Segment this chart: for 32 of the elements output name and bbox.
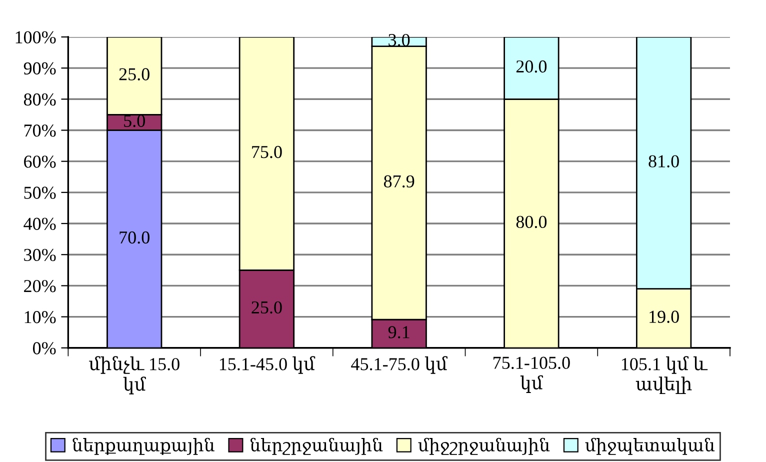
legend-label: միջշրջանային (418, 438, 550, 455)
y-tick-label: 60% (24, 156, 56, 168)
data-label: 25.0 (119, 68, 150, 80)
y-tick-label: 80% (24, 93, 56, 106)
x-tick-label: 75.1-105.0 կմ (494, 356, 570, 393)
y-tick-label: 30% (24, 248, 56, 262)
legend-label: միջպետական (585, 438, 715, 455)
x-tick-label: մինչև 15.0 կմ (89, 356, 180, 394)
legend-label: ներքաղաքային (72, 438, 214, 455)
data-label: 80.0 (516, 216, 547, 228)
data-label: 87.9 (384, 175, 414, 188)
y-tick-label: 10% (24, 311, 56, 324)
y-tick-label: 50% (24, 186, 56, 199)
legend-label: ներշրջանային (250, 438, 383, 455)
x-tick-label: 105.1 կմ և ավելի (622, 356, 708, 394)
data-label: 3.0 (388, 34, 410, 46)
y-tick-label: 0% (32, 342, 56, 354)
y-tick-label: 70% (24, 124, 56, 137)
y-tick-label: 90% (24, 62, 56, 75)
y-tick-label: 20% (24, 280, 56, 292)
data-label: 75.0 (252, 146, 282, 158)
y-tick-label: 100% (16, 31, 56, 44)
data-label: 81.0 (648, 155, 679, 168)
x-tick-label: 45.1-75.0 կմ (351, 356, 448, 374)
data-label: 70.0 (120, 231, 150, 244)
data-label: 5.0 (124, 114, 145, 128)
data-label: 20.0 (516, 60, 547, 73)
data-label: 25.0 (252, 301, 282, 314)
x-tick-label: 15.1-45.0 կմ (220, 356, 316, 374)
data-label: 19.0 (650, 310, 679, 323)
data-label: 9.1 (388, 326, 410, 338)
y-tick-label: 40% (24, 218, 56, 230)
